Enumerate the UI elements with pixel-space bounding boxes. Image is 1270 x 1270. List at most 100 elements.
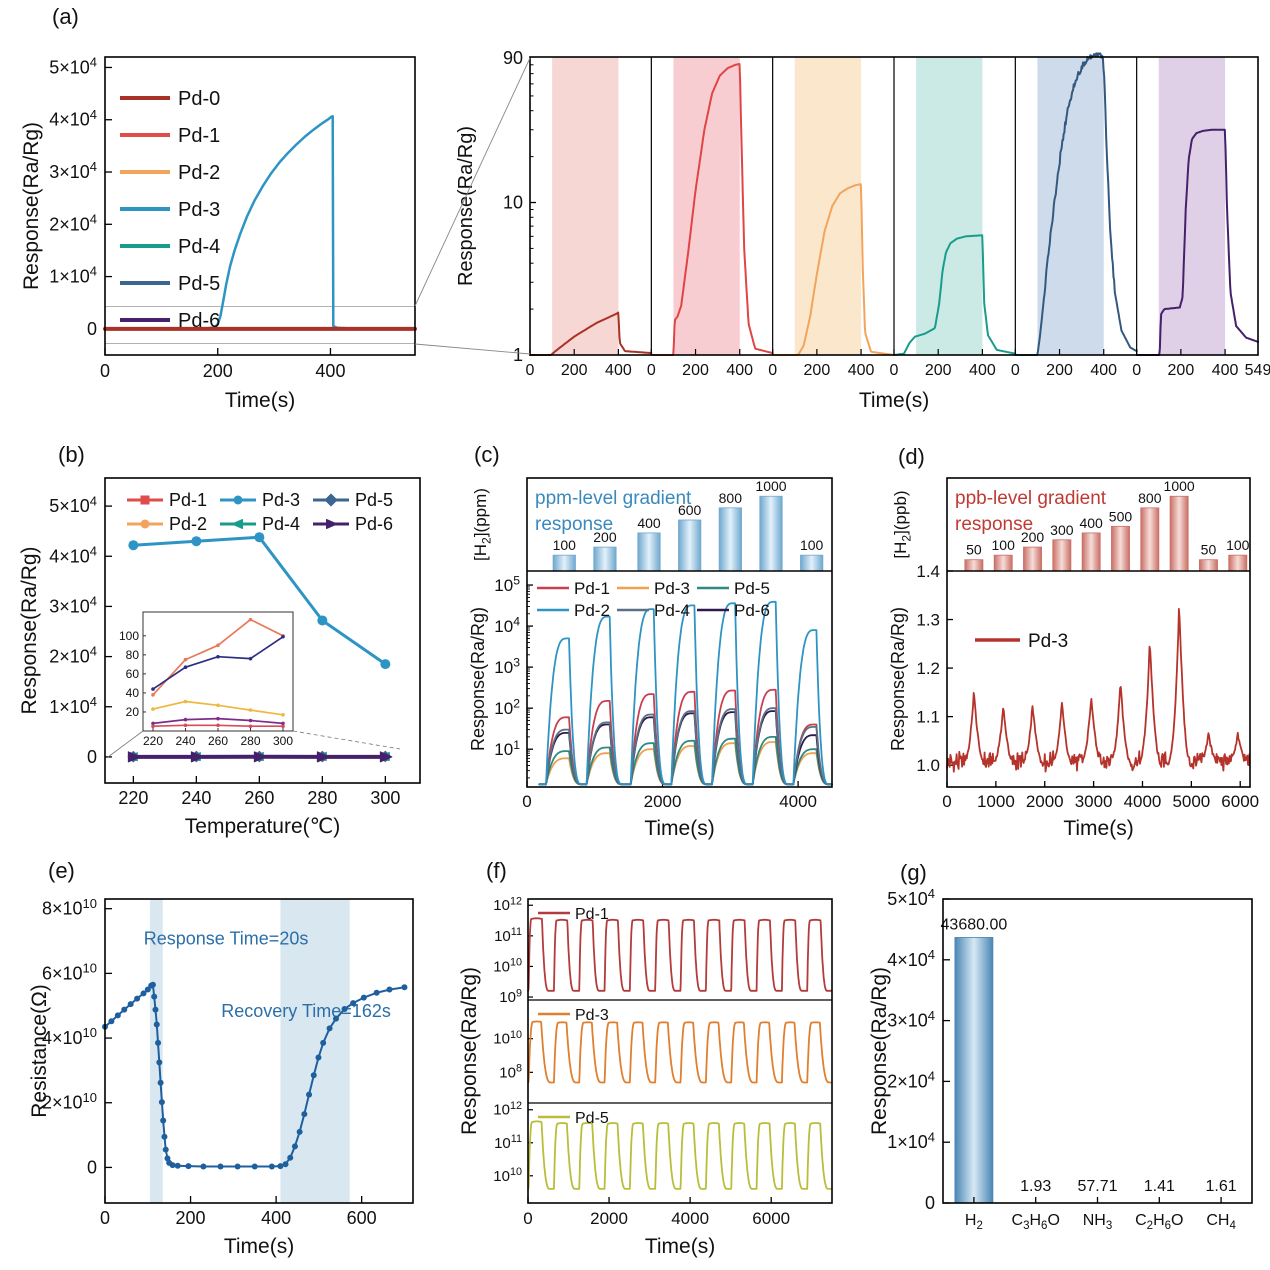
svg-text:0: 0 — [942, 792, 951, 811]
svg-text:400: 400 — [726, 362, 753, 379]
svg-text:0: 0 — [768, 362, 777, 379]
svg-text:200: 200 — [561, 362, 588, 379]
svg-text:1000: 1000 — [755, 478, 786, 494]
svg-text:1×104​: 1×104​ — [887, 1129, 935, 1152]
svg-text:1011​: 1011​ — [494, 1133, 522, 1152]
svg-text:5×104​: 5×104​ — [887, 886, 935, 909]
svg-text:Pd-2: Pd-2 — [574, 601, 610, 620]
svg-text:101​: 101​ — [494, 738, 520, 759]
svg-text:Pd-5: Pd-5 — [734, 579, 770, 598]
svg-text:60: 60 — [126, 667, 140, 681]
svg-text:Time(s): Time(s) — [1063, 817, 1133, 840]
svg-text:3×104​: 3×104​ — [49, 159, 97, 182]
svg-text:Response(Ra/Rg): Response(Ra/Rg) — [20, 546, 41, 714]
svg-text:4×104​: 4×104​ — [49, 543, 97, 566]
svg-text:1: 1 — [513, 345, 523, 365]
svg-text:0: 0 — [526, 362, 535, 379]
panel-f-chart: 1012​ 1011​ 1010​ 109​ Pd-1 1010​ 108​ Pd-3 1012… — [460, 896, 833, 1258]
svg-text:Pd-1: Pd-1 — [169, 490, 207, 510]
svg-text:Time(s): Time(s) — [225, 389, 295, 412]
svg-text:220: 220 — [143, 734, 163, 748]
svg-text:2×104​: 2×104​ — [49, 211, 97, 234]
svg-text:1011​: 1011​ — [494, 926, 522, 945]
svg-text:1010​: 1010​ — [493, 1029, 522, 1048]
svg-text:260: 260 — [208, 734, 228, 748]
svg-text:0: 0 — [100, 361, 110, 381]
svg-text:3×104​: 3×104​ — [887, 1008, 935, 1031]
svg-text:Response(Ra/Rg): Response(Ra/Rg) — [455, 126, 477, 286]
panel-c-label: (c) — [474, 442, 500, 467]
svg-text:Pd-5: Pd-5 — [575, 1110, 609, 1127]
svg-text:80: 80 — [126, 648, 140, 662]
svg-text:6000: 6000 — [1221, 792, 1259, 811]
svg-text:H2​: H2​ — [965, 1212, 983, 1232]
svg-text:300: 300 — [370, 788, 400, 808]
svg-text:Pd-6: Pd-6 — [178, 310, 220, 332]
svg-text:4×104​: 4×104​ — [49, 107, 97, 130]
svg-text:2000: 2000 — [644, 792, 682, 811]
svg-text:Response(Ra/Rg): Response(Ra/Rg) — [20, 122, 43, 290]
svg-text:0: 0 — [87, 747, 97, 767]
svg-text:1.0: 1.0 — [916, 756, 940, 775]
svg-text:Pd-4: Pd-4 — [178, 236, 220, 258]
svg-text:43680.00: 43680.00 — [941, 916, 1008, 933]
panel-a-label: (a) — [52, 4, 79, 29]
svg-text:Response(Ra/Rg): Response(Ra/Rg) — [468, 607, 488, 751]
svg-text:2×1010​: 2×1010​ — [42, 1090, 97, 1113]
svg-text:200: 200 — [1168, 362, 1195, 379]
svg-text:4000: 4000 — [1124, 792, 1162, 811]
svg-text:Pd-5: Pd-5 — [355, 490, 393, 510]
svg-text:4000: 4000 — [671, 1209, 709, 1228]
panel-f-label: (f) — [486, 858, 507, 883]
svg-text:0: 0 — [523, 1209, 532, 1228]
panel-g: 0 1×104​ 2×104​ 3×104​ 4×104​ 5×104​ 43680.00 H… — [870, 860, 1270, 1270]
svg-text:1.1: 1.1 — [916, 708, 940, 727]
svg-text:400: 400 — [1212, 362, 1239, 379]
svg-text:Time(s): Time(s) — [644, 817, 714, 840]
svg-text:100: 100 — [119, 629, 139, 643]
svg-text:6×1010​: 6×1010​ — [42, 961, 97, 984]
svg-text:4000: 4000 — [779, 792, 817, 811]
svg-text:400: 400 — [315, 361, 345, 381]
svg-text:50: 50 — [966, 542, 982, 558]
svg-text:300: 300 — [1050, 522, 1074, 538]
svg-text:200: 200 — [203, 361, 233, 381]
svg-text:400: 400 — [1079, 515, 1103, 531]
svg-text:0: 0 — [87, 1157, 97, 1177]
svg-text:400: 400 — [261, 1208, 291, 1228]
svg-text:ppb-level gradient: ppb-level gradient — [955, 488, 1107, 509]
svg-text:0: 0 — [87, 319, 97, 339]
svg-text:2×104​: 2×104​ — [49, 644, 97, 667]
panel-d-label: (d) — [898, 444, 925, 469]
svg-text:Time(s): Time(s) — [224, 1235, 294, 1258]
svg-text:1×104​: 1×104​ — [49, 694, 97, 717]
svg-text:CH4​: CH4​ — [1206, 1212, 1236, 1232]
svg-text:response: response — [535, 514, 613, 535]
svg-text:Response Time=20s: Response Time=20s — [144, 928, 309, 948]
svg-text:103​: 103​ — [494, 656, 520, 677]
svg-text:Pd-3: Pd-3 — [654, 579, 690, 598]
svg-text:1010​: 1010​ — [493, 1166, 522, 1185]
svg-text:Recovery Time=162s: Recovery Time=162s — [221, 1001, 391, 1021]
svg-text:1000: 1000 — [977, 792, 1015, 811]
panel-a-left: 0 1×104​ 2×104​ 3×104​ 4×104​ 5×104​ 0 200 400 Ti… — [20, 30, 450, 430]
svg-text:5×104​: 5×104​ — [49, 493, 97, 516]
svg-text:50: 50 — [1201, 542, 1217, 558]
svg-text:Pd-1: Pd-1 — [574, 579, 610, 598]
svg-text:1010​: 1010​ — [493, 957, 522, 976]
panel-d: 50 100 200 300 400 500 800 1000 50 100 ppb-level g… — [880, 440, 1270, 860]
svg-text:108​: 108​ — [499, 1063, 522, 1082]
svg-text:100: 100 — [1226, 537, 1250, 553]
svg-text:1.93: 1.93 — [1020, 1178, 1051, 1195]
svg-text:Pd-2: Pd-2 — [169, 514, 207, 534]
svg-text:Time(s): Time(s) — [859, 389, 929, 412]
svg-text:1.2: 1.2 — [916, 659, 940, 678]
svg-text:ppm-level gradient: ppm-level gradient — [535, 488, 692, 509]
svg-text:800: 800 — [1138, 490, 1162, 506]
svg-text:600: 600 — [347, 1208, 377, 1228]
svg-text:600: 600 — [678, 502, 702, 518]
svg-text:100: 100 — [553, 537, 577, 553]
svg-text:109​: 109​ — [499, 987, 522, 1006]
svg-text:[H2​](ppm): [H2​](ppm) — [471, 488, 493, 561]
